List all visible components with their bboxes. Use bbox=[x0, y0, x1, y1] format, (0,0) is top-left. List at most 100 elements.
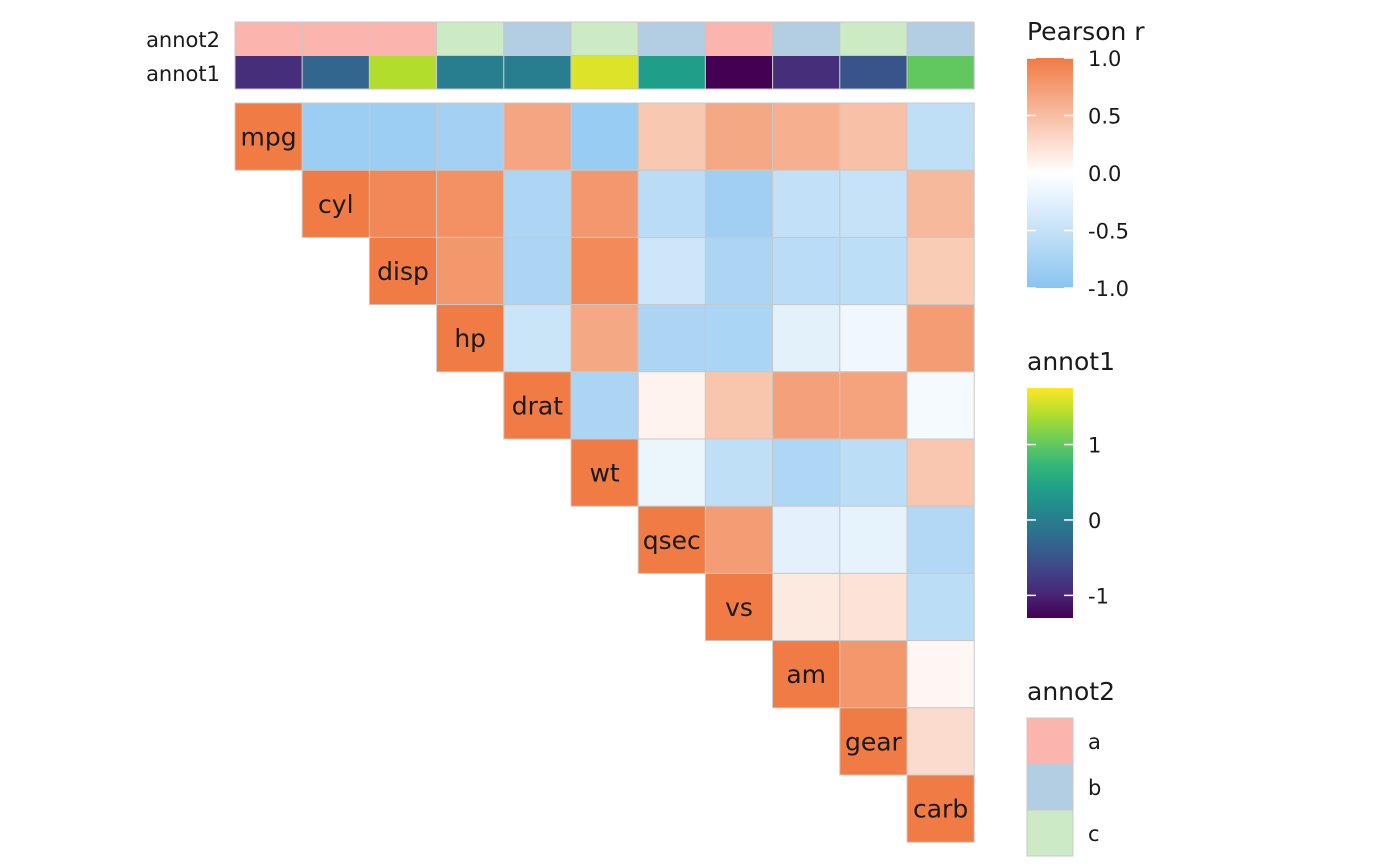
diagonal-label-gear: gear bbox=[845, 727, 903, 756]
heatmap-cell-am-carb bbox=[906, 640, 975, 709]
diagonal-label-vs: vs bbox=[725, 593, 753, 622]
annot1-cell-qsec bbox=[637, 55, 706, 90]
heatmap-cell-disp-am bbox=[772, 236, 841, 306]
heatmap-cell-wt-carb bbox=[906, 438, 975, 507]
diagonal-label-am: am bbox=[786, 660, 826, 689]
heatmap-cell-mpg-am bbox=[772, 102, 841, 171]
heatmap-cell-hp-drat bbox=[503, 304, 572, 373]
annot1-cell-wt bbox=[570, 55, 639, 90]
diagonal-label-hp: hp bbox=[454, 324, 486, 353]
legend-annot1-title: annot1 bbox=[1027, 347, 1115, 376]
heatmap-cell-disp-gear bbox=[839, 236, 908, 306]
diagonal-label-mpg: mpg bbox=[241, 123, 297, 152]
legend-annot1: annot1 1 0 -1 bbox=[1027, 347, 1115, 618]
heatmap-cell-wt-qsec bbox=[637, 438, 706, 507]
annot2-cell-gear bbox=[839, 21, 908, 56]
heatmap-cell-qsec-vs bbox=[704, 505, 774, 574]
annot1-cell-drat bbox=[503, 55, 572, 90]
heatmap-cell-vs-carb bbox=[906, 572, 975, 642]
heatmap-cell-wt-vs bbox=[704, 438, 774, 507]
heatmap-cell-hp-wt bbox=[570, 304, 639, 373]
legend-annot2-label-a: a bbox=[1088, 730, 1101, 754]
heatmap-cell-drat-gear bbox=[839, 371, 908, 440]
annotation-tracks bbox=[234, 21, 975, 90]
legend-pearson-ticks: 1.0 0.5 0.0 -0.5 -1.0 bbox=[1027, 47, 1129, 301]
heatmap-cell-mpg-drat bbox=[503, 102, 572, 171]
heatmap-cell-mpg-cyl bbox=[301, 102, 370, 171]
heatmap-cell-mpg-wt bbox=[570, 102, 639, 171]
heatmap-cell-mpg-gear bbox=[839, 102, 908, 171]
diagonal-variable-labels: mpg cyl disp hp drat wt qsec vs am gear carb bbox=[241, 123, 969, 824]
heatmap-cell-gear-gear bbox=[839, 707, 908, 776]
heatmap-cell-mpg-disp bbox=[368, 102, 438, 171]
heatmap-cell-mpg-carb bbox=[906, 102, 975, 171]
heatmap-cell-hp-qsec bbox=[637, 304, 706, 373]
legend-pearson-tick-label: -1.0 bbox=[1088, 277, 1129, 301]
legend-annot1-colorbar bbox=[1027, 388, 1073, 618]
heatmap-cell-mpg-hp bbox=[436, 102, 505, 171]
legend-annot1-tick-label: -1 bbox=[1088, 584, 1109, 608]
heatmap-cell-vs-gear bbox=[839, 572, 908, 642]
heatmap-cell-cyl-cyl bbox=[301, 169, 370, 238]
annot2-cell-wt bbox=[570, 21, 639, 56]
legend-pearson-tick-label: 0.0 bbox=[1088, 162, 1121, 186]
heatmap-cell-drat-qsec bbox=[637, 371, 706, 440]
heatmap-cell-vs-vs bbox=[704, 572, 774, 642]
legend-annot1-tick-label: 0 bbox=[1088, 509, 1101, 533]
annot1-cell-disp bbox=[368, 55, 438, 90]
heatmap-cell-qsec-gear bbox=[839, 505, 908, 574]
annot2-cell-am bbox=[772, 21, 841, 56]
legend-annot2-key-b bbox=[1026, 763, 1074, 811]
legend-annot1-tick-label: 1 bbox=[1088, 434, 1101, 458]
heatmap-cell-gear-carb bbox=[906, 707, 975, 776]
heatmap-cell-cyl-carb bbox=[906, 169, 975, 238]
legend-annot1-ticks: 1 0 -1 bbox=[1027, 434, 1109, 608]
heatmap-cell-cyl-qsec bbox=[637, 169, 706, 238]
legend-annot2: annot2 abc bbox=[1026, 677, 1115, 857]
legend-annot2-key-c bbox=[1026, 809, 1074, 857]
annot1-cell-carb bbox=[906, 55, 975, 90]
legend-pearson-tick-label: 1.0 bbox=[1088, 47, 1121, 71]
heatmap-cell-hp-am bbox=[772, 304, 841, 373]
heatmap-cell-mpg-mpg bbox=[234, 102, 303, 171]
heatmap-cell-disp-vs bbox=[704, 236, 774, 306]
heatmap-cell-wt-gear bbox=[839, 438, 908, 507]
diagonal-label-carb: carb bbox=[913, 795, 968, 824]
heatmap-cell-am-gear bbox=[839, 640, 908, 709]
diagonal-label-cyl: cyl bbox=[318, 190, 354, 219]
heatmap-cell-cyl-hp bbox=[436, 169, 505, 238]
heatmap-cell-vs-am bbox=[772, 572, 841, 642]
annot1-cell-am bbox=[772, 55, 841, 90]
heatmap-cell-cyl-vs bbox=[704, 169, 774, 238]
legend-pearson-tick-label: -0.5 bbox=[1088, 220, 1129, 244]
annot2-cell-qsec bbox=[637, 21, 706, 56]
diagonal-label-drat: drat bbox=[512, 391, 563, 420]
annot1-cell-vs bbox=[704, 55, 774, 90]
heatmap-cell-drat-drat bbox=[503, 371, 572, 440]
annot1-cell-cyl bbox=[301, 55, 370, 90]
heatmap-cell-wt-am bbox=[772, 438, 841, 507]
heatmap-cell-disp-wt bbox=[570, 236, 639, 306]
diagonal-label-wt: wt bbox=[589, 459, 619, 488]
heatmap-cells bbox=[234, 102, 975, 843]
heatmap-cell-qsec-carb bbox=[906, 505, 975, 574]
heatmap-cell-wt-wt bbox=[570, 438, 639, 507]
legend-annot2-title: annot2 bbox=[1027, 677, 1115, 706]
legend-pearson-tick-label: 0.5 bbox=[1088, 105, 1121, 129]
legend-annot2-label-b: b bbox=[1088, 776, 1101, 800]
annot1-cell-gear bbox=[839, 55, 908, 90]
heatmap-cell-drat-am bbox=[772, 371, 841, 440]
heatmap-cell-disp-disp bbox=[368, 236, 438, 306]
legend-annot2-keys: abc bbox=[1026, 717, 1101, 857]
heatmap-cell-disp-hp bbox=[436, 236, 505, 306]
heatmap-cell-hp-carb bbox=[906, 304, 975, 373]
annot2-cell-mpg bbox=[234, 21, 303, 56]
heatmap-cell-hp-hp bbox=[436, 304, 505, 373]
legend-pearson: Pearson r 1.0 0.5 0.0 -0.5 -1.0 bbox=[1027, 17, 1145, 301]
annot1-cell-hp bbox=[436, 55, 505, 90]
heatmap-cell-am-am bbox=[772, 640, 841, 709]
annot2-cell-cyl bbox=[301, 21, 370, 56]
diagonal-label-qsec: qsec bbox=[643, 526, 701, 555]
heatmap-cell-cyl-drat bbox=[503, 169, 572, 238]
